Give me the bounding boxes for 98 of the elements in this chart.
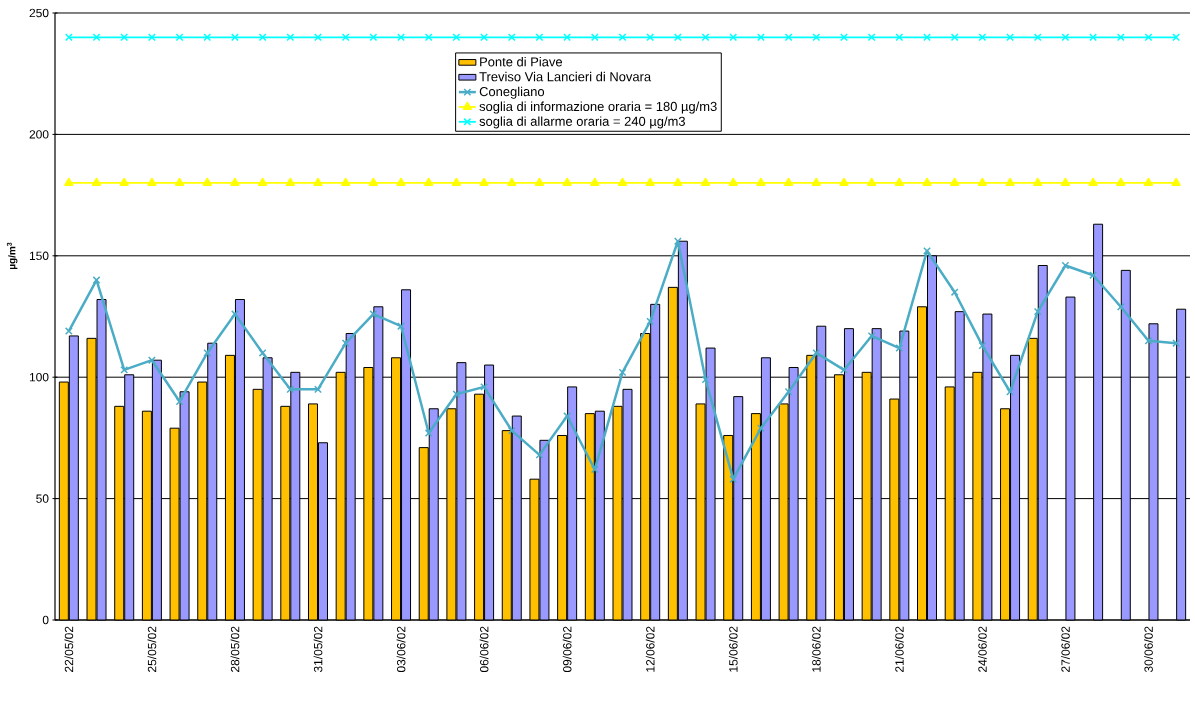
point: [950, 33, 959, 42]
point: [1171, 177, 1181, 186]
point: [397, 322, 405, 331]
point: [451, 177, 462, 186]
x-tick-label: 25/05/02: [147, 626, 157, 672]
point: [202, 177, 212, 186]
y-tick-label: 200: [29, 130, 49, 139]
point: [91, 177, 102, 186]
x-tick-label: 30/06/02: [1144, 626, 1153, 673]
point: [64, 177, 74, 186]
y-tick-label: 150: [29, 251, 49, 261]
point: [203, 33, 212, 42]
point: [756, 177, 766, 186]
point: [257, 177, 268, 186]
point: [119, 177, 129, 186]
point: [341, 177, 351, 186]
point: [812, 33, 821, 42]
point: [286, 385, 295, 394]
x-tick-label: 09/06/02: [562, 626, 572, 673]
x-tick-label: 06/06/02: [479, 626, 489, 673]
point: [1060, 177, 1071, 186]
point: [673, 33, 682, 42]
x-tick-label: 18/06/02: [811, 626, 821, 672]
point: [313, 177, 323, 186]
y-axis-title: µg/m$^{3}$: [6, 242, 18, 270]
x-tick-label: 24/06/02: [977, 626, 987, 672]
point: [922, 177, 932, 186]
point: [507, 177, 517, 186]
point: [258, 33, 267, 42]
point: [174, 177, 185, 186]
point: [535, 450, 544, 459]
point: [728, 177, 738, 186]
point: [617, 177, 628, 186]
point: [230, 177, 240, 186]
point: [424, 177, 434, 186]
y-tick-label: 50: [36, 494, 49, 503]
point: [1116, 302, 1125, 311]
point: [231, 310, 239, 318]
point: [812, 348, 821, 357]
point: [1061, 261, 1070, 270]
x-tick-label: 15/06/02: [728, 626, 738, 672]
point: [1088, 177, 1098, 186]
point: [397, 33, 405, 42]
point: [950, 288, 959, 297]
point: [424, 33, 433, 42]
point: [673, 237, 682, 246]
x-tick-label: 12/06/02: [645, 626, 655, 672]
point: [978, 341, 987, 350]
y-tick-label: 250: [29, 8, 49, 18]
point: [120, 33, 129, 42]
point: [147, 177, 157, 186]
point: [645, 177, 655, 186]
point: [1172, 339, 1181, 348]
point: [1116, 177, 1126, 186]
point: [562, 177, 572, 186]
point: [1005, 177, 1015, 186]
point: [286, 33, 295, 42]
point: [1033, 33, 1042, 42]
point: [120, 365, 129, 374]
x-tick-label: 22/05/02: [64, 626, 74, 672]
legend-label: Ponte di Piave: [480, 56, 563, 67]
point: [1143, 177, 1154, 186]
x-tick-label: 03/06/02: [396, 626, 406, 673]
y-tick-label: 0: [42, 615, 49, 625]
point: [894, 177, 904, 186]
x-tick-label: 31/05/02: [313, 626, 323, 673]
point: [1116, 33, 1125, 42]
point: [1033, 177, 1043, 186]
legend-label: Conegliano: [479, 86, 545, 99]
point: [977, 177, 988, 186]
legend-label: soglia di allarme oraria = 240 µg/m3: [479, 116, 685, 129]
point: [535, 33, 544, 42]
point: [590, 177, 600, 186]
point: [368, 177, 378, 186]
legend-label: soglia di informazione oraria = 180 µg/m3: [479, 101, 717, 114]
point: [950, 177, 960, 186]
point: [700, 177, 711, 186]
point: [840, 365, 848, 374]
legend-label: Treviso Via Lancieri di Novara: [479, 71, 652, 82]
point: [673, 177, 683, 186]
point: [701, 375, 710, 384]
point: [480, 382, 489, 391]
point: [507, 33, 516, 42]
y-tick-label: 100: [29, 372, 49, 382]
point: [534, 177, 545, 186]
point: [396, 177, 406, 186]
x-tick-label: 27/06/02: [1061, 626, 1070, 672]
point: [479, 177, 489, 186]
point: [285, 177, 295, 186]
x-tick-label: 28/05/02: [230, 626, 240, 672]
x-tick-label: 21/06/02: [894, 626, 904, 672]
point: [729, 33, 738, 42]
point: [175, 397, 184, 406]
point: [867, 177, 877, 186]
point: [839, 177, 849, 186]
point: [258, 348, 267, 357]
point: [783, 177, 794, 186]
point: [811, 177, 821, 186]
